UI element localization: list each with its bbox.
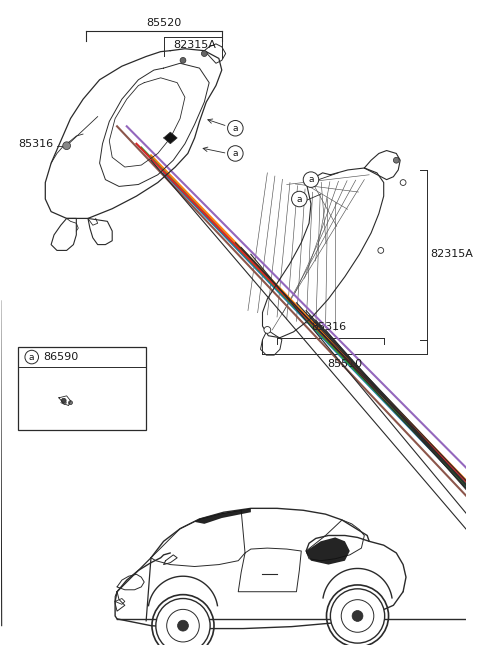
Text: 82315A: 82315A xyxy=(430,250,473,259)
Circle shape xyxy=(69,401,72,405)
Text: 85520: 85520 xyxy=(146,18,181,28)
Polygon shape xyxy=(306,537,350,565)
Text: a: a xyxy=(233,149,238,158)
Text: 82315A: 82315A xyxy=(173,40,216,50)
Text: 85316: 85316 xyxy=(18,139,53,149)
Circle shape xyxy=(352,610,363,622)
Text: a: a xyxy=(308,175,314,184)
Bar xyxy=(18,347,146,430)
Text: 86590: 86590 xyxy=(43,352,79,362)
Text: a: a xyxy=(297,195,302,204)
Circle shape xyxy=(202,50,207,56)
Circle shape xyxy=(156,599,210,653)
Circle shape xyxy=(303,172,319,187)
Circle shape xyxy=(400,179,406,185)
Text: 85510: 85510 xyxy=(327,359,362,369)
Circle shape xyxy=(63,142,71,149)
Circle shape xyxy=(264,327,271,333)
Circle shape xyxy=(394,157,399,163)
Circle shape xyxy=(180,58,186,64)
Circle shape xyxy=(228,145,243,161)
Text: a: a xyxy=(233,124,238,133)
Circle shape xyxy=(378,248,384,253)
Circle shape xyxy=(25,350,38,364)
Text: 85316: 85316 xyxy=(311,322,346,332)
Circle shape xyxy=(228,121,243,136)
Text: a: a xyxy=(29,352,35,362)
Polygon shape xyxy=(194,508,251,524)
Circle shape xyxy=(61,398,66,403)
Polygon shape xyxy=(164,132,177,143)
Circle shape xyxy=(291,191,307,207)
Circle shape xyxy=(178,620,189,631)
Circle shape xyxy=(330,589,384,643)
